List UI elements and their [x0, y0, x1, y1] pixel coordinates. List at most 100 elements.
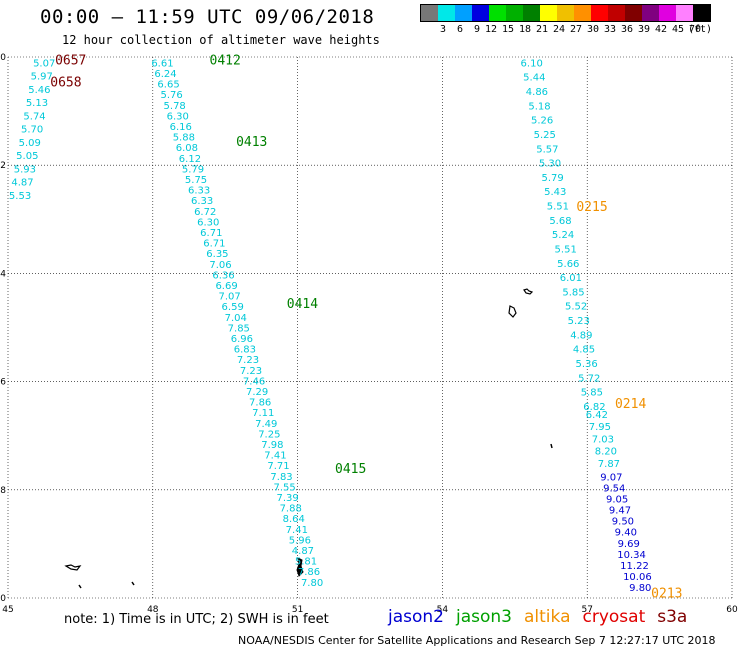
wave-height-value: 5.81 [295, 557, 317, 568]
wave-height-value: 4.87 [292, 546, 314, 557]
wave-height-value: 6.16 [170, 122, 192, 133]
legend-label: 21 [535, 24, 548, 35]
island-3 [550, 443, 553, 449]
wave-height-value: 9.40 [615, 528, 637, 539]
wave-height-value: 4.86 [526, 87, 548, 98]
wave-height-value: 9.07 [600, 472, 622, 483]
legend-label: 3 [439, 24, 446, 35]
page-title: 00:00 – 11:59 UTC 09/06/2018 [40, 6, 375, 28]
x-tick-label: 60 [726, 605, 738, 615]
wave-height-value: 6.30 [197, 217, 219, 228]
legend-swatch [489, 5, 506, 21]
wave-height-value: 7.04 [225, 313, 247, 324]
wave-height-value: 7.85 [228, 323, 250, 334]
wave-height-value: 6.01 [560, 273, 582, 284]
wave-height-value: 9.54 [603, 483, 625, 494]
wave-height-value: 7.98 [261, 440, 283, 451]
wave-height-value: 5.44 [523, 73, 545, 84]
legend-swatch [438, 5, 455, 21]
legend-swatch [455, 5, 472, 21]
y-tick-label: 0 [0, 53, 6, 63]
wave-height-value: 6.59 [222, 302, 244, 313]
x-tick-label: 45 [2, 605, 13, 615]
legend-label: 30 [586, 24, 599, 35]
wave-height-value: 6.65 [157, 80, 179, 91]
wave-height-value: 5.78 [164, 101, 186, 112]
wave-height-value: 7.83 [270, 472, 292, 483]
wave-height-value: 5.66 [557, 259, 579, 270]
island-4 [64, 564, 82, 571]
x-tick-label: 54 [437, 605, 449, 615]
wave-height-value: 6.42 [586, 410, 608, 421]
legend-swatch [523, 5, 540, 21]
legend-swatch [591, 5, 608, 21]
legend-label: 39 [637, 24, 650, 35]
wave-height-value: 7.49 [255, 419, 277, 430]
pass-time-label: 0412 [210, 54, 241, 69]
wave-height-value: 6.10 [521, 58, 543, 69]
footnote: note: 1) Time is in UTC; 2) SWH is in fe… [64, 612, 329, 627]
island-7 [296, 557, 304, 577]
x-tick-label: 57 [581, 605, 592, 615]
wave-height-value: 7.06 [209, 260, 231, 271]
page-subtitle: 12 hour collection of altimeter wave hei… [62, 33, 380, 47]
wave-height-value: 5.93 [14, 164, 36, 175]
wave-height-value: 9.50 [612, 517, 634, 528]
pass-time-label: 0414 [287, 297, 318, 312]
satellite-label-jason2: jason2 [388, 607, 444, 627]
legend-swatch [659, 5, 676, 21]
wave-height-value: 4.85 [573, 345, 595, 356]
wave-height-value: 9.80 [629, 583, 651, 594]
wave-height-value: 11.22 [620, 561, 649, 572]
legend-swatch [676, 5, 693, 21]
legend-swatch [642, 5, 659, 21]
y-tick-label: −6 [0, 378, 6, 388]
legend-swatch [506, 5, 523, 21]
wave-height-value: 6.36 [212, 270, 234, 281]
wave-height-value: 7.41 [264, 451, 286, 462]
wave-height-value: 6.69 [215, 281, 237, 292]
wave-height-value: 7.86 [298, 567, 320, 578]
satellite-label-s3a: s3a [657, 607, 688, 627]
wave-height-value: 6.30 [167, 111, 189, 122]
y-tick-label: −2 [0, 161, 6, 171]
color-legend: 3 6 9 12 15 18 21 24 27 30 33 36 39 42 45 70 (ft) [420, 4, 712, 36]
wave-height-value: 5.76 [160, 90, 182, 101]
wave-height-value: 6.33 [191, 196, 213, 207]
wave-height-value: 5.68 [549, 216, 571, 227]
pass-time-label: 0213 [651, 587, 682, 602]
wave-height-value: 7.95 [589, 422, 611, 433]
island-6 [131, 581, 135, 586]
wave-height-value: 5.75 [185, 175, 207, 186]
wave-height-value: 10.06 [623, 572, 652, 583]
wave-height-value: 7.46 [243, 376, 265, 387]
wave-height-value: 4.87 [11, 178, 33, 189]
island-5 [78, 584, 82, 589]
wave-height-value: 5.57 [536, 144, 558, 155]
islands [64, 288, 553, 589]
pass-time-label: 0215 [576, 200, 607, 215]
pass-time-label: 0415 [335, 462, 366, 477]
wave-height-value: 5.70 [21, 125, 43, 136]
wave-height-value: 8.20 [595, 447, 617, 458]
wave-height-value: 5.79 [541, 173, 563, 184]
legend-swatch [472, 5, 489, 21]
wave-height-value: 5.26 [531, 116, 553, 127]
wave-height-value: 5.36 [575, 359, 597, 370]
wave-height-value: 5.88 [173, 133, 195, 144]
wave-height-value: 5.24 [552, 230, 574, 241]
wave-height-value: 5.05 [16, 151, 38, 162]
wave-height-value: 6.24 [154, 69, 176, 80]
wave-height-value: 5.13 [26, 98, 48, 109]
legend-label: 15 [501, 24, 514, 35]
track-values: 5.07 5.97 5.46 5.13 5.74 5.70 5.09 5.05 5.93 4.87… [9, 58, 652, 594]
y-tick-label: −4 [0, 269, 6, 279]
wave-height-value: 6.08 [176, 143, 198, 154]
legend-label: 33 [603, 24, 616, 35]
wave-height-value: 10.34 [617, 550, 646, 561]
y-tick-label: −8 [0, 486, 6, 496]
wave-height-value: 5.85 [562, 287, 584, 298]
legend-label: 24 [552, 24, 565, 35]
legend-swatch [557, 5, 574, 21]
